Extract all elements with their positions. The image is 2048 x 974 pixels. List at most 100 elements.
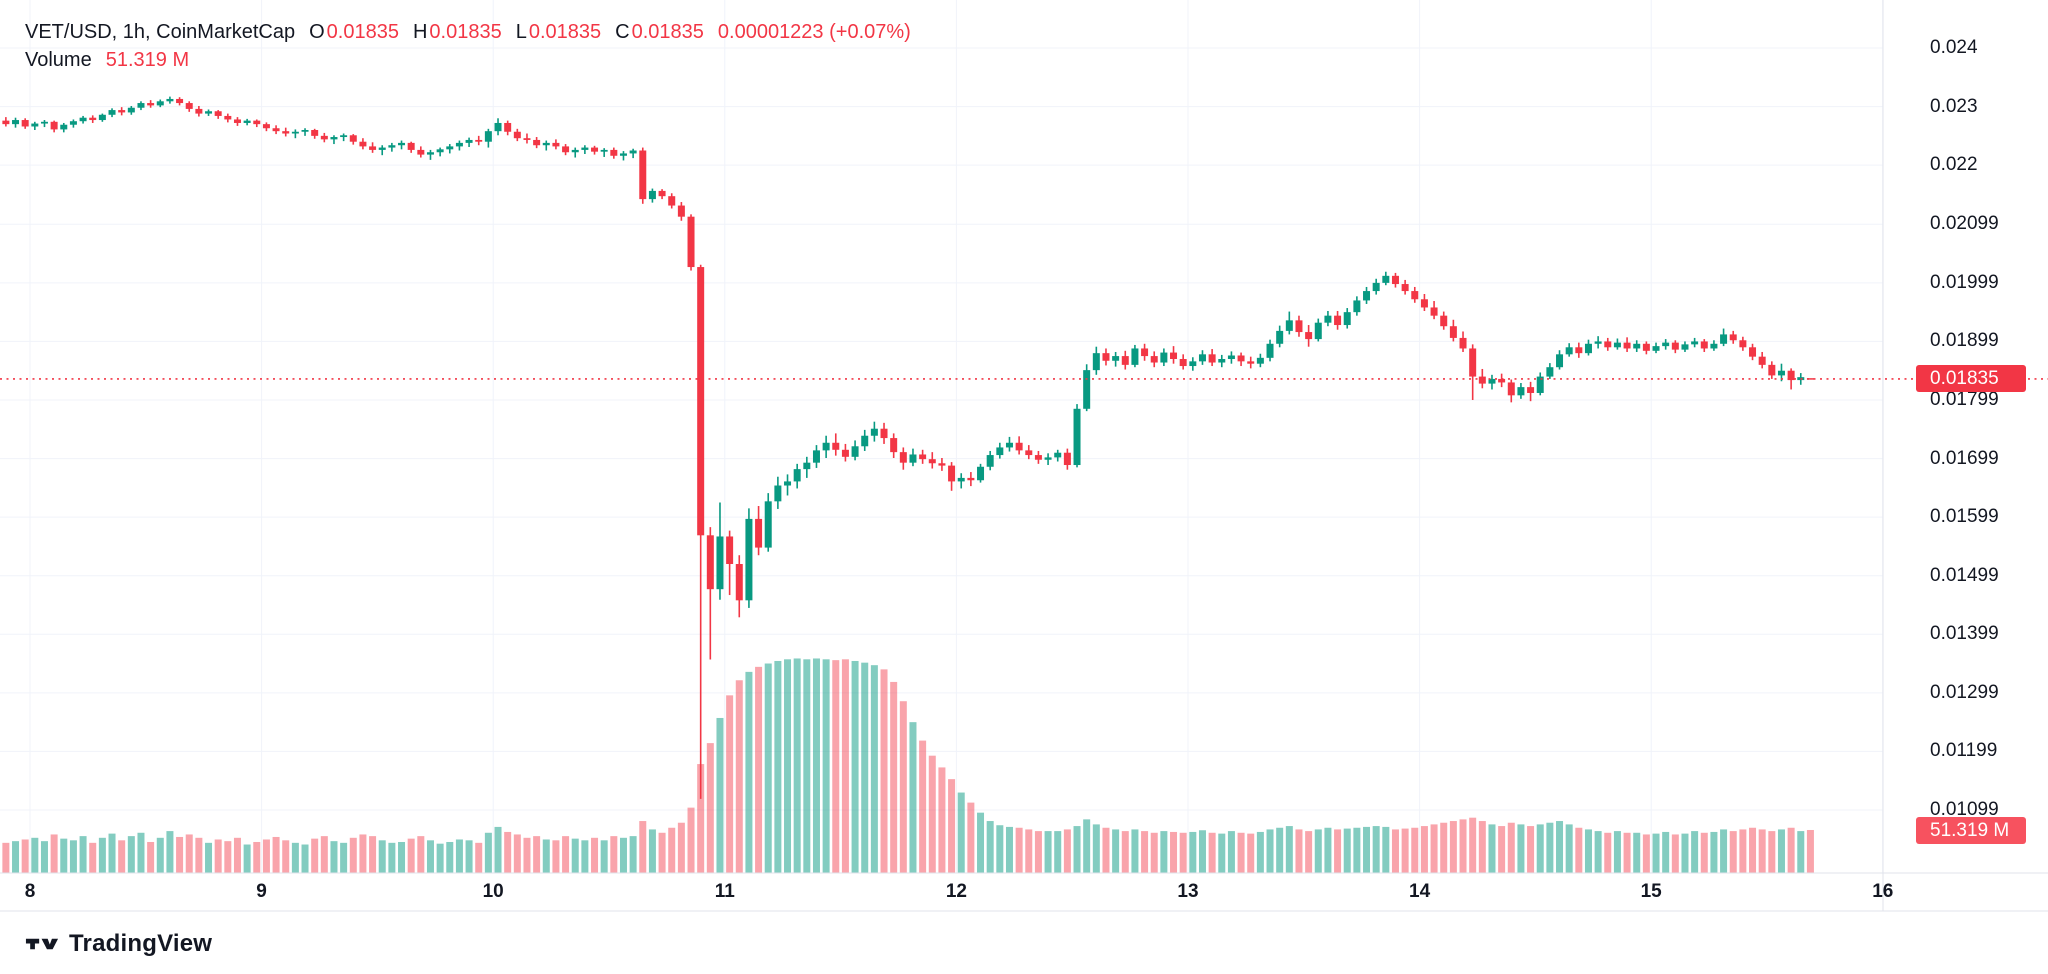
volume-bar xyxy=(1787,827,1795,873)
time-axis-label: 9 xyxy=(256,881,267,902)
volume-bar xyxy=(1623,832,1631,873)
candle-body xyxy=(726,536,734,565)
symbol-title[interactable]: VET/USD, 1h, CoinMarketCap xyxy=(25,21,296,43)
price-axis-label: 0.022 xyxy=(1930,154,1978,176)
candle-body xyxy=(1063,452,1071,466)
candle-body xyxy=(1420,299,1428,308)
volume-bar xyxy=(1334,829,1342,873)
candle-body xyxy=(533,139,541,146)
volume-bar xyxy=(1054,831,1062,873)
volume-bar xyxy=(388,842,396,873)
candle-body xyxy=(60,124,68,130)
candle-body xyxy=(764,501,772,548)
volume-bar xyxy=(1517,824,1525,873)
candle-body xyxy=(745,518,753,601)
candle-body xyxy=(12,120,20,125)
volume-bar xyxy=(89,842,97,873)
candle-body xyxy=(1729,334,1737,341)
candle-body xyxy=(977,466,985,481)
candle-body xyxy=(1314,322,1322,340)
volume-bar xyxy=(513,834,521,873)
volume-bar xyxy=(311,838,319,873)
candle-body xyxy=(108,110,116,115)
volume-bar xyxy=(629,836,637,873)
legend-close: C 0.01835 xyxy=(615,21,704,43)
candle-body xyxy=(1806,378,1814,380)
candle-body xyxy=(436,149,444,153)
candle-body xyxy=(1459,337,1467,349)
volume-bar xyxy=(1488,824,1496,873)
volume-bar xyxy=(301,844,309,873)
candle-body xyxy=(1546,367,1554,377)
volume-bar xyxy=(1150,832,1158,873)
candle-body xyxy=(369,146,377,150)
volume-bar xyxy=(784,659,792,873)
volume-bar xyxy=(214,839,222,873)
candle-body xyxy=(668,196,676,206)
candle-body xyxy=(50,121,58,130)
candle-body xyxy=(98,114,106,121)
volume-bar xyxy=(1353,827,1361,873)
volume-bar xyxy=(1044,831,1052,873)
candle-body xyxy=(687,216,695,268)
price-axis-label: 0.01199 xyxy=(1930,740,1998,762)
candle-body xyxy=(1440,315,1448,327)
volume-bar xyxy=(1102,827,1110,873)
volume-bar xyxy=(1305,831,1313,873)
volume-bar xyxy=(1218,833,1226,873)
candle-body xyxy=(841,449,849,457)
grid-layer xyxy=(0,0,1884,873)
candle-body xyxy=(774,485,782,502)
candle-body xyxy=(812,450,820,463)
candle-body xyxy=(619,153,627,156)
tradingview-attribution-link[interactable]: TradingView xyxy=(25,930,212,958)
candle-series xyxy=(2,96,1814,799)
volume-bar xyxy=(108,833,116,873)
candle-body xyxy=(484,131,492,142)
candle-body xyxy=(1034,455,1042,460)
price-axis-label: 0.01499 xyxy=(1930,564,1999,586)
candle-body xyxy=(1343,312,1351,326)
volume-bar xyxy=(774,660,782,873)
candle-body xyxy=(359,141,367,147)
candle-body xyxy=(1015,442,1023,451)
price-axis-label: 0.01099 xyxy=(1930,798,1999,820)
volume-bar xyxy=(697,764,705,873)
candle-body xyxy=(1613,342,1621,348)
volume-bar xyxy=(359,834,367,873)
candle-body xyxy=(127,107,135,113)
price-axis-label: 0.01699 xyxy=(1930,447,1999,469)
candle-body xyxy=(822,442,830,451)
candle-body xyxy=(938,463,946,466)
volume-bar xyxy=(1556,821,1564,873)
price-axis-label: 0.01299 xyxy=(1930,681,1999,703)
volume-bar xyxy=(571,838,579,873)
volume-bar xyxy=(1266,829,1274,873)
volume-bar xyxy=(147,841,155,873)
candle-body xyxy=(1498,378,1506,383)
volume-bar xyxy=(1565,824,1573,873)
candle-body xyxy=(79,117,87,122)
price-axis-label: 0.01799 xyxy=(1930,389,1999,410)
candle-body xyxy=(1276,330,1284,344)
volume-bar xyxy=(1527,826,1535,873)
volume-bar xyxy=(591,837,599,873)
candle-body xyxy=(1391,275,1399,285)
candle-body xyxy=(1527,387,1535,393)
volume-bar xyxy=(1276,827,1284,873)
candle-body xyxy=(1266,343,1274,358)
candle-body xyxy=(330,137,338,140)
volume-bar xyxy=(1063,829,1071,873)
volume-bar xyxy=(1449,821,1457,873)
volume-bar xyxy=(957,792,965,873)
candle-body xyxy=(233,119,241,123)
candle-body xyxy=(793,469,801,482)
volume-label: Volume xyxy=(25,49,92,71)
candle-body xyxy=(40,121,48,124)
candle-body xyxy=(1247,361,1255,364)
volume-bar xyxy=(687,807,695,873)
volume-bar xyxy=(1324,827,1332,873)
volume-bar xyxy=(928,755,936,873)
candle-body xyxy=(716,536,724,590)
